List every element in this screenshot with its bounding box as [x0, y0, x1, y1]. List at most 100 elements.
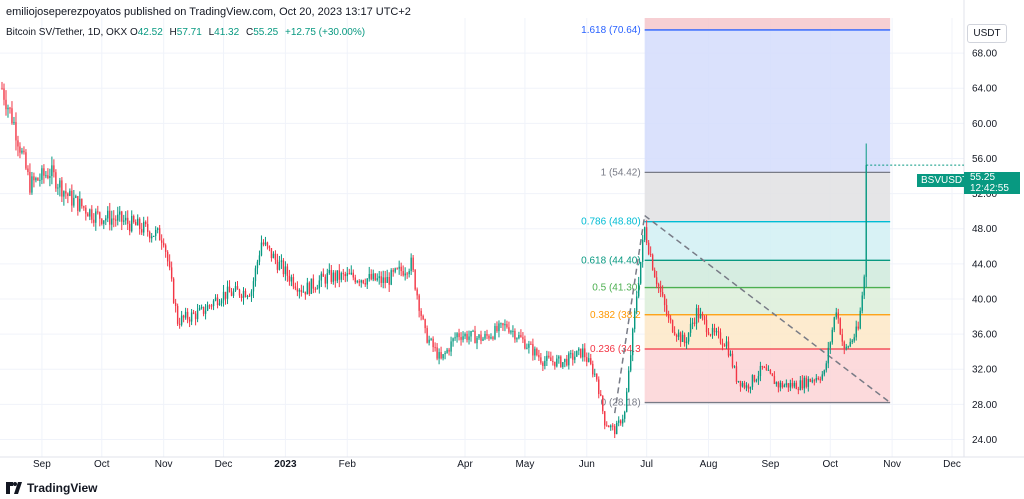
candle-body: [536, 348, 538, 356]
candle-body: [190, 312, 193, 322]
candle-body: [855, 326, 857, 338]
tradingview-brand: TradingView: [27, 481, 98, 495]
candle-body: [592, 363, 594, 375]
candle-body: [586, 357, 588, 362]
candle-body: [310, 278, 313, 294]
fib-zone: [644, 172, 891, 222]
candle-body: [584, 348, 586, 358]
candle-body: [755, 379, 758, 382]
y-tick-label: 44.00: [972, 259, 997, 270]
x-tick-label: Feb: [339, 459, 357, 470]
candle-body: [27, 168, 29, 172]
candle-body: [115, 219, 117, 221]
candle-body: [148, 231, 151, 239]
currency-button[interactable]: USDT: [967, 24, 1007, 43]
candle-body: [671, 320, 674, 332]
candle-body: [143, 221, 145, 233]
candle-body: [410, 257, 412, 272]
candle-body: [639, 261, 642, 284]
candle-body: [689, 323, 692, 333]
candle-body: [298, 289, 301, 292]
candle-body: [127, 217, 129, 224]
candle-body: [713, 327, 716, 333]
candle-body: [552, 361, 554, 363]
fib-zone: [644, 349, 891, 403]
symbol-price-tag: BSVUSDT: [917, 174, 973, 187]
candles: [1, 81, 867, 439]
candle-body: [103, 220, 105, 224]
x-tick-label: Jul: [640, 459, 653, 470]
candle-body: [141, 229, 143, 233]
candle-body: [172, 278, 175, 303]
candle-body: [707, 332, 710, 335]
candle-body: [9, 107, 11, 109]
candle-body: [384, 277, 386, 283]
candle-body: [761, 365, 764, 368]
candle-body: [79, 198, 81, 211]
candle-body: [747, 385, 750, 389]
candle-body: [113, 218, 115, 220]
y-tick-label: 40.00: [972, 294, 997, 305]
candle-body: [111, 218, 113, 225]
candle-body: [228, 286, 231, 293]
candle-body: [530, 343, 532, 345]
candle-body: [61, 180, 63, 197]
candle-body: [152, 235, 155, 237]
candle-body: [125, 217, 127, 221]
candle-body: [482, 338, 484, 341]
candle-body: [807, 378, 810, 387]
candle-body: [735, 366, 738, 382]
fib-trend-line: [644, 214, 891, 404]
candle-body: [809, 378, 812, 382]
symbol-name: Bitcoin SV/Tether, 1D, OKX: [6, 27, 128, 38]
candle-body: [436, 347, 438, 359]
candle-body: [170, 267, 173, 279]
candle-body: [252, 281, 255, 292]
candle-body: [633, 310, 636, 329]
candle-body: [168, 261, 171, 268]
tradingview-logo[interactable]: TradingView: [6, 481, 97, 495]
candle-body: [69, 190, 71, 196]
candle-body: [458, 333, 460, 338]
y-tick-label: 68.00: [972, 49, 997, 60]
candle-body: [206, 305, 209, 311]
candle-body: [386, 277, 388, 283]
candle-body: [496, 326, 498, 332]
tradingview-logo-icon: [6, 482, 22, 494]
candle-body: [176, 305, 179, 324]
candle-body: [472, 330, 474, 332]
candle-body: [368, 274, 370, 279]
candle-body: [67, 193, 69, 196]
candle-body: [234, 286, 237, 291]
candle-body: [620, 420, 622, 424]
candle-body: [374, 273, 376, 281]
candle-body: [693, 322, 696, 324]
open-value: 42.52: [137, 27, 163, 38]
candle-body: [260, 242, 263, 256]
candle-body: [791, 383, 794, 387]
candle-body: [15, 122, 17, 141]
candle-body: [699, 313, 702, 319]
candle-body: [570, 353, 572, 355]
candle-body: [49, 176, 51, 178]
fib-zone: [644, 287, 891, 315]
candle-body: [522, 337, 524, 340]
candle-body: [737, 380, 740, 382]
candle-body: [406, 273, 408, 275]
candle-body: [550, 357, 552, 362]
candle-body: [109, 210, 111, 225]
candle-body: [246, 295, 249, 297]
candle-body: [107, 210, 109, 219]
candle-body: [635, 296, 638, 311]
candle-body: [701, 313, 704, 317]
candle-body: [649, 254, 652, 256]
low-label: L: [208, 27, 215, 38]
candle-body: [787, 383, 790, 388]
candle-body: [490, 337, 492, 339]
candle-body: [166, 251, 169, 262]
candle-body: [729, 353, 732, 356]
candle-body: [655, 277, 658, 285]
candle-body: [470, 331, 472, 337]
candle-body: [506, 324, 508, 328]
